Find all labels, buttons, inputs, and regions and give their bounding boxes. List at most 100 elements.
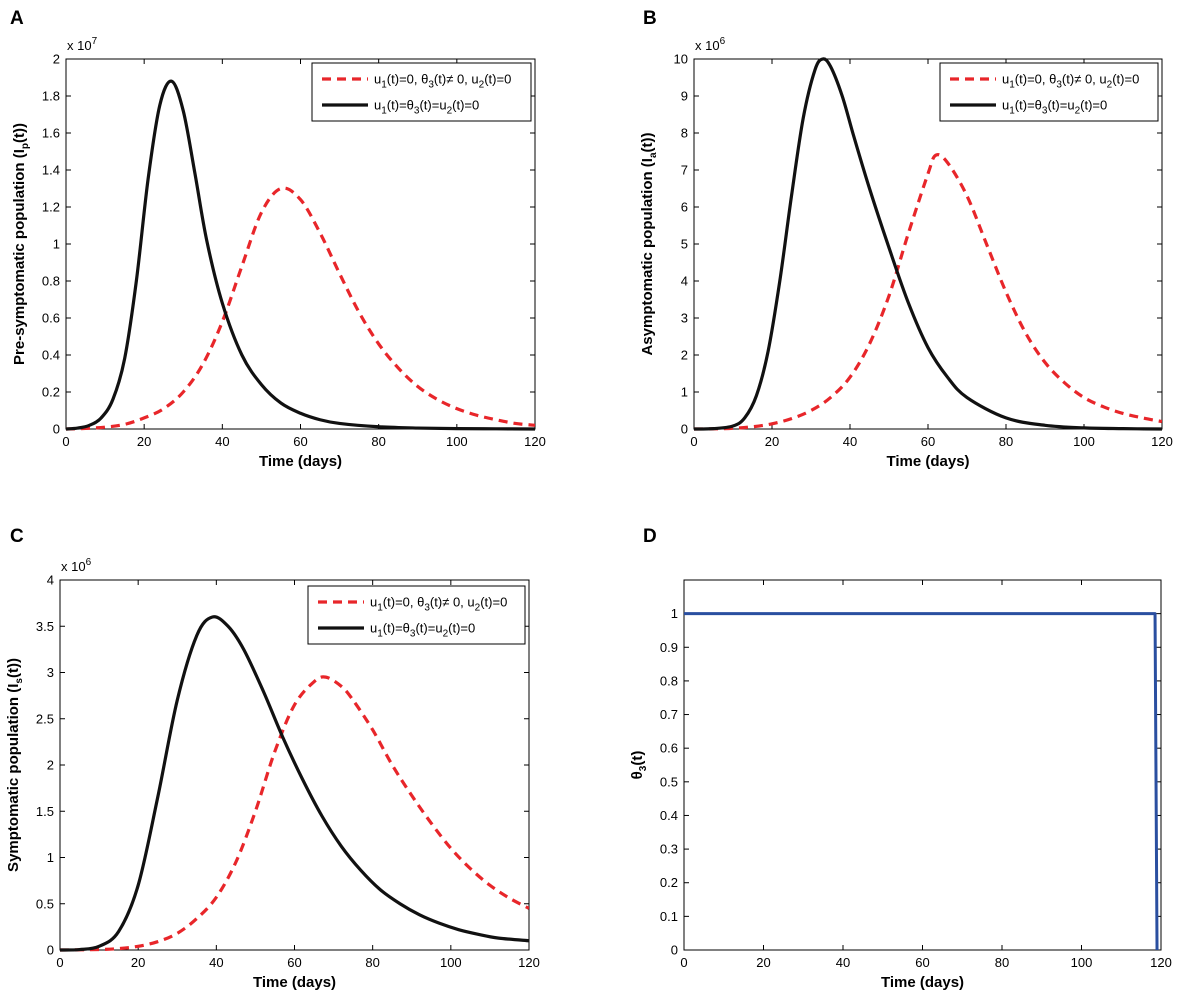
panel-b-legend-text: (t)≠ 0, <box>1062 72 1099 87</box>
panel-c-series-dashed-line <box>60 675 529 952</box>
panel-c-ytick-label: 0.5 <box>36 896 54 911</box>
panel-b-ytick-label: 2 <box>681 348 688 363</box>
panel-b-legend-label-dashed: u1(t)=0, θ3(t)≠ 0, u2(t)=0 <box>1002 72 1139 91</box>
panel-a-legend-text: u <box>471 72 478 87</box>
panel-c-legend-subscript: 2 <box>475 603 481 614</box>
panel-a-ytick-label: 1 <box>53 237 60 252</box>
panel-c-legend: u1(t)=0, θ3(t)≠ 0, u2(t)=0u1(t)=θ3(t)=u2… <box>307 585 526 645</box>
panel-c-ylabel-sub: s <box>14 678 25 684</box>
panel-b-ytick-label: 6 <box>681 200 688 215</box>
panel-a-xtick-label: 0 <box>62 434 69 449</box>
panel-b-legend-text: (t)= <box>1015 98 1035 113</box>
panel-a-xtick-label: 60 <box>293 434 307 449</box>
panel-b-ytick-label: 1 <box>681 385 688 400</box>
panel-b-ylabel-sub: a <box>648 152 659 158</box>
panel-c-ytick-label: 2.5 <box>36 711 54 726</box>
panel-d-axes-box <box>683 579 1162 951</box>
panel-b-legend: u1(t)=0, θ3(t)≠ 0, u2(t)=0u1(t)=θ3(t)=u2… <box>939 62 1159 122</box>
panel-c-exponent-label: x 106 <box>61 557 92 574</box>
panel-b-legend-text: θ <box>1035 98 1042 113</box>
panel-b-letter: B <box>643 8 657 29</box>
panel-c-ytick-label: 1.5 <box>36 804 54 819</box>
panel-a-legend-text: (t)=0, <box>387 72 421 87</box>
panel-a-ytick-label: 0.4 <box>42 348 60 363</box>
panel-a-xlabel: Time (days) <box>259 453 342 470</box>
panel-d-letter: D <box>643 526 657 547</box>
panel-b-ylabel-tail: (t)) <box>639 132 656 152</box>
panel-a-ylabel-tail: (t)) <box>11 123 28 143</box>
panel-b-legend-subscript: 2 <box>1107 80 1113 91</box>
panel-b-exponent-label: x 106 <box>695 36 726 53</box>
panel-a-ylabel-main: Pre-symptomatic population (I <box>11 149 28 365</box>
panel-a-legend: u1(t)=0, θ3(t)≠ 0, u2(t)=0u1(t)=θ3(t)=u2… <box>311 62 532 122</box>
panel-a-ytick-label: 1.2 <box>42 200 60 215</box>
panel-d-ytick-label: 0.9 <box>660 640 678 655</box>
panel-a-xtick-label: 40 <box>215 434 229 449</box>
panel-d-ylabel-main: θ <box>629 771 646 779</box>
panel-c-legend-subscript: 1 <box>377 629 383 640</box>
panel-c-ytick-label: 3 <box>47 665 54 680</box>
panel-b-exponent-power: 6 <box>720 36 726 47</box>
panel-b-legend-text: u <box>1002 72 1009 87</box>
panel-a-legend-text: u <box>439 98 446 113</box>
panel-d-xtick-label: 100 <box>1071 955 1093 970</box>
panel-c-legend-subscript: 2 <box>443 629 449 640</box>
panel-b-ytick-label: 4 <box>681 274 688 289</box>
panel-a-ytick-label: 1.8 <box>42 89 60 104</box>
panel-d-ytick-label: 0.3 <box>660 842 678 857</box>
panel-c-legend-text: θ <box>403 621 410 636</box>
panel-c-legend-text: (t)=0, <box>383 595 417 610</box>
panel-a-legend-text: θ <box>407 98 414 113</box>
panel-b-legend-subscript: 3 <box>1056 80 1062 91</box>
panel-d-ytick-label: 0.6 <box>660 741 678 756</box>
panel-d-xtick-label: 40 <box>836 955 850 970</box>
panel-c-ytick-label: 2 <box>47 758 54 773</box>
panel-c-xtick-label: 20 <box>131 955 145 970</box>
panel-a-legend-text: θ <box>421 72 428 87</box>
panel-a-exponent-base: x 10 <box>67 38 92 53</box>
panel-c-series-solid-line <box>60 615 529 952</box>
panel-c-legend-text: (t)= <box>415 621 435 636</box>
panel-d-ytick-label: 0.1 <box>660 909 678 924</box>
panel-a-xtick-label: 20 <box>137 434 151 449</box>
panel-d-xtick-label: 60 <box>915 955 929 970</box>
panel-c-legend-label-solid: u1(t)=θ3(t)=u2(t)=0 <box>370 621 475 640</box>
panel-b-ylabel-main: Asymptomatic population (I <box>639 158 656 356</box>
panel-d-ytick-label: 0.8 <box>660 673 678 688</box>
panel-c-exponent-base: x 10 <box>61 559 86 574</box>
panel-c-ytick-label: 1 <box>47 850 54 865</box>
panel-c-legend-text: (t)=0 <box>448 621 475 636</box>
panel-a-ytick-label: 1.4 <box>42 163 60 178</box>
panel-b-xtick-label: 100 <box>1073 434 1095 449</box>
panel-d-xtick-label: 120 <box>1150 955 1172 970</box>
panel-b-ytick-label: 0 <box>681 422 688 437</box>
panel-c-legend-subscript: 3 <box>410 629 416 640</box>
panel-c-xtick-label: 60 <box>287 955 301 970</box>
panel-b-xtick-label: 60 <box>921 434 935 449</box>
panel-a-ytick-label: 0.6 <box>42 311 60 326</box>
panel-c-xtick-label: 0 <box>56 955 63 970</box>
panel-d-series-theta-line <box>684 612 1159 951</box>
panel-a-legend-text: u <box>374 72 381 87</box>
panel-c-ytick-label: 3.5 <box>36 619 54 634</box>
panel-c-legend-label-dashed: u1(t)=0, θ3(t)≠ 0, u2(t)=0 <box>370 595 507 614</box>
panel-c-xtick-label: 80 <box>365 955 379 970</box>
panel-a-ylabel-sub: p <box>20 143 31 149</box>
panel-b-ytick-label: 8 <box>681 126 688 141</box>
panel-a-legend-text: (t)≠ 0, <box>434 72 471 87</box>
panel-a-legend-subscript: 2 <box>447 106 453 117</box>
panel-b-legend-subscript: 2 <box>1075 106 1081 117</box>
panel-a-legend-subscript: 2 <box>479 80 485 91</box>
panel-b-legend-label-solid: u1(t)=θ3(t)=u2(t)=0 <box>1002 98 1107 117</box>
panel-b-ytick-label: 10 <box>674 52 688 67</box>
panel-d-xtick-label: 0 <box>680 955 687 970</box>
panel-c-xlabel: Time (days) <box>253 974 336 991</box>
panel-a-legend-text: u <box>374 98 381 113</box>
panel-b-series-solid-line <box>694 57 1162 431</box>
panel-a-exponent-power: 7 <box>92 36 98 47</box>
panel-b-legend-text: (t)= <box>1047 98 1067 113</box>
panel-c-xtick-label: 100 <box>440 955 462 970</box>
panel-d-ytick-label: 1 <box>671 606 678 621</box>
